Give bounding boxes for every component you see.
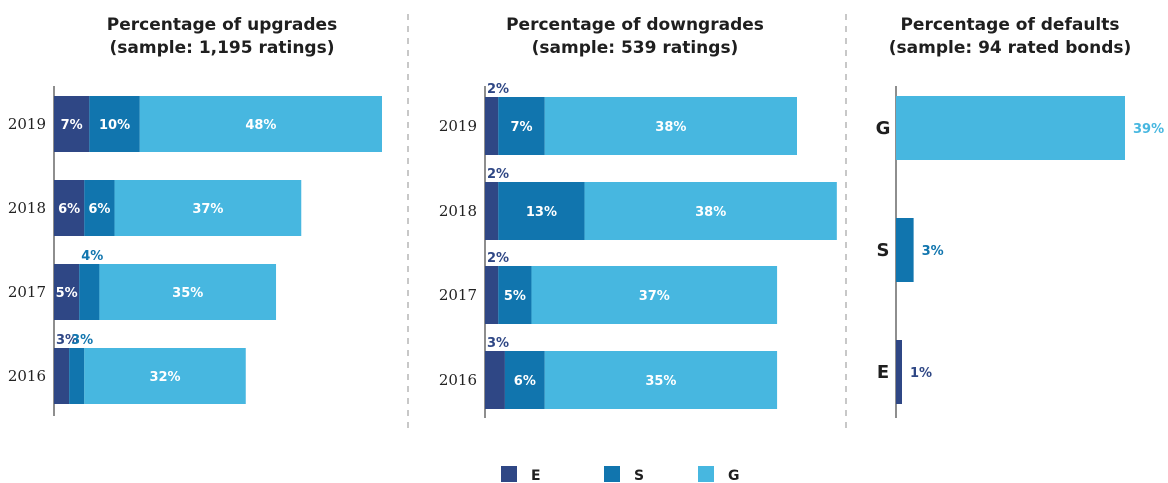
upgrades-bar-2016-g — [84, 348, 246, 404]
defaults-category-label: E — [877, 362, 889, 383]
upgrades-category-label: 2016 — [8, 367, 46, 385]
defaults-bar-s — [896, 218, 914, 282]
upgrades-data-label: 48% — [245, 118, 276, 133]
legend-swatch-g — [698, 466, 714, 482]
upgrades-data-label: 3% — [71, 333, 93, 348]
upgrades-data-label: 4% — [81, 249, 103, 264]
defaults-data-label: 1% — [910, 366, 932, 381]
upgrades-category-label: 2017 — [8, 283, 46, 301]
downgrades-data-label: 37% — [639, 289, 670, 304]
upgrades-category-label: 2018 — [8, 199, 46, 217]
upgrades-data-label: 6% — [88, 202, 110, 217]
downgrades-bar-2018-g — [584, 182, 837, 240]
upgrades-bar-2017-g — [99, 264, 277, 320]
downgrades-category-label: 2016 — [439, 371, 477, 389]
legend-swatch-s — [604, 466, 620, 482]
downgrades-data-label: 38% — [695, 205, 726, 220]
upgrades-data-label: 6% — [58, 202, 80, 217]
defaults-bar-g — [896, 96, 1125, 160]
downgrades-bar-2019-g — [544, 97, 797, 155]
upgrades-data-label: 35% — [172, 286, 203, 301]
upgrades-bar-2017-e — [54, 264, 80, 320]
upgrades-bar-2018-s — [84, 180, 115, 236]
upgrades-data-label: 3% — [56, 333, 78, 348]
legend-label-e: E — [531, 468, 541, 483]
downgrades-data-label: 3% — [487, 336, 509, 351]
panel-upgrades-title: Percentage of upgrades — [107, 15, 337, 35]
upgrades-bar-2017-s — [79, 264, 100, 320]
upgrades-data-label: 32% — [149, 370, 180, 385]
legend-label-s: S — [634, 468, 644, 483]
defaults-category-label: S — [877, 240, 890, 261]
upgrades-data-label: 10% — [99, 118, 130, 133]
panel-downgrades-title: Percentage of downgrades — [506, 15, 764, 35]
defaults-bar-e — [896, 340, 902, 404]
legend-swatch-e — [501, 466, 517, 482]
downgrades-bar-2019-s — [498, 97, 545, 155]
legend-label-g: G — [728, 468, 740, 483]
downgrades-bar-2017-g — [531, 266, 778, 324]
panel-defaults-title: Percentage of defaults — [900, 15, 1119, 35]
downgrades-data-label: 2% — [487, 251, 509, 266]
downgrades-data-label: 35% — [645, 374, 676, 389]
downgrades-data-label: 5% — [504, 289, 526, 304]
downgrades-bar-2019-e — [485, 97, 499, 155]
downgrades-bar-2016-e — [485, 351, 505, 409]
upgrades-bar-2019-e — [54, 96, 90, 152]
upgrades-data-label: 37% — [192, 202, 223, 217]
upgrades-bar-2018-g — [114, 180, 302, 236]
panel-downgrades-subtitle: (sample: 539 ratings) — [532, 38, 739, 58]
downgrades-data-label: 7% — [510, 120, 532, 135]
downgrades-bar-2017-s — [498, 266, 532, 324]
downgrades-bar-2017-e — [485, 266, 499, 324]
downgrades-bar-2018-e — [485, 182, 499, 240]
upgrades-bar-2019-g — [139, 96, 382, 152]
downgrades-category-label: 2017 — [439, 286, 477, 304]
legend: E S G — [501, 466, 740, 483]
upgrades-category-label: 2019 — [8, 115, 46, 133]
upgrades-bar-2016-s — [69, 348, 85, 404]
downgrades-data-label: 2% — [487, 82, 509, 97]
downgrades-data-label: 2% — [487, 167, 509, 182]
downgrades-category-label: 2019 — [439, 117, 477, 135]
downgrades-data-label: 6% — [514, 374, 536, 389]
defaults-data-label: 39% — [1133, 122, 1164, 137]
chart-marks: 2019 7% 10% 48% 2018 6% 6% 37% 2017 5% 4% 35% 2016 3%… — [8, 82, 1164, 409]
downgrades-category-label: 2018 — [439, 202, 477, 220]
downgrades-bar-2016-g — [544, 351, 778, 409]
panel-upgrades-subtitle: (sample: 1,195 ratings) — [110, 38, 335, 58]
upgrades-data-label: 7% — [61, 118, 83, 133]
upgrades-bar-2016-e — [54, 348, 70, 404]
defaults-category-label: G — [876, 118, 891, 139]
defaults-data-label: 3% — [922, 244, 944, 259]
downgrades-data-label: 38% — [655, 120, 686, 135]
downgrades-data-label: 13% — [526, 205, 557, 220]
upgrades-bar-2019-s — [89, 96, 140, 152]
upgrades-data-label: 5% — [56, 286, 78, 301]
downgrades-bar-2016-s — [504, 351, 545, 409]
panel-defaults-subtitle: (sample: 94 rated bonds) — [889, 38, 1132, 58]
downgrades-bar-2018-s — [498, 182, 585, 240]
upgrades-bar-2018-e — [54, 180, 85, 236]
